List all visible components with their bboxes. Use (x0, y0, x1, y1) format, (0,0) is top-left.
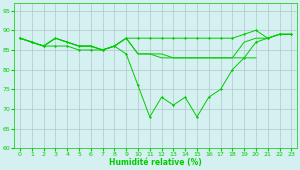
X-axis label: Humidité relative (%): Humidité relative (%) (109, 158, 202, 167)
